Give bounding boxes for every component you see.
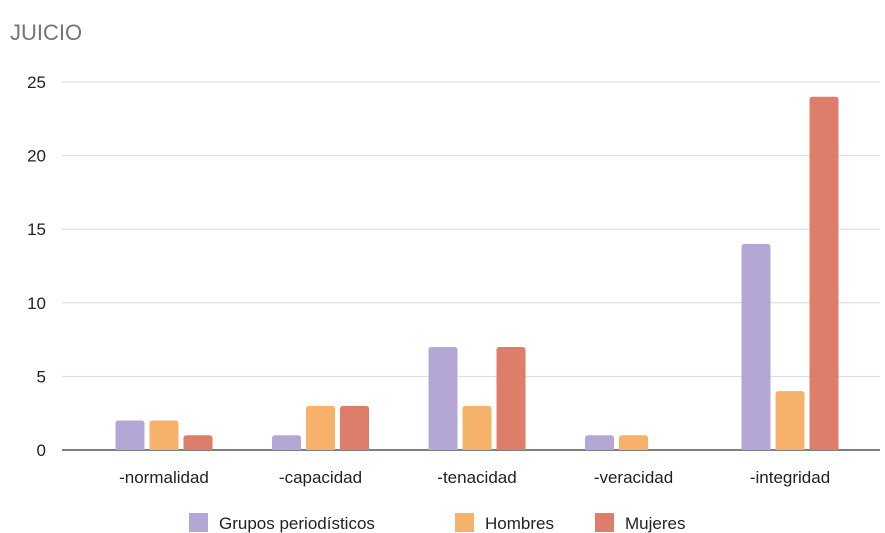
y-tick-label: 0 xyxy=(37,441,46,460)
bar-3-2 xyxy=(340,405,369,450)
bar-3-3 xyxy=(496,346,526,450)
bar-2-1 xyxy=(149,420,179,450)
bar-2-4 xyxy=(619,435,648,450)
x-tick-label: -integridad xyxy=(750,468,830,487)
legend-label-1: Grupos periodísticos xyxy=(219,514,375,533)
bar-1-5 xyxy=(741,243,771,450)
x-tick-label: -capacidad xyxy=(279,468,362,487)
bar-1-4 xyxy=(585,435,614,450)
x-tick-label: -tenacidad xyxy=(437,468,516,487)
legend-swatch-2 xyxy=(455,513,474,532)
x-tick-label: -veracidad xyxy=(594,468,673,487)
bars xyxy=(115,96,839,450)
y-tick-label: 25 xyxy=(27,73,46,92)
chart-title: JUICIO xyxy=(10,20,82,45)
legend-label-3: Mujeres xyxy=(625,514,685,533)
x-tick-label: -normalidad xyxy=(119,468,209,487)
y-tick-label: 15 xyxy=(27,220,46,239)
x-axis-ticks: -normalidad -capacidad -tenacidad -veracida… xyxy=(119,468,830,487)
bar-2-3 xyxy=(462,405,492,450)
bar-3-1 xyxy=(183,435,213,450)
bar-1-3 xyxy=(428,346,458,450)
y-axis-ticks: 0 5 10 15 20 25 xyxy=(27,73,46,460)
legend-label-2: Hombres xyxy=(485,514,554,533)
y-tick-label: 10 xyxy=(27,294,46,313)
legend-swatch-3 xyxy=(595,513,614,532)
bar-1-2 xyxy=(272,435,301,450)
legend: Grupos periodísticos Hombres Mujeres xyxy=(189,513,685,533)
y-tick-label: 5 xyxy=(37,367,46,386)
legend-swatch-1 xyxy=(189,513,208,532)
y-tick-label: 20 xyxy=(27,147,46,166)
bar-3-5 xyxy=(809,96,839,450)
bar-1-1 xyxy=(115,420,145,450)
bar-2-5 xyxy=(775,391,805,450)
bar-2-2 xyxy=(306,405,335,450)
